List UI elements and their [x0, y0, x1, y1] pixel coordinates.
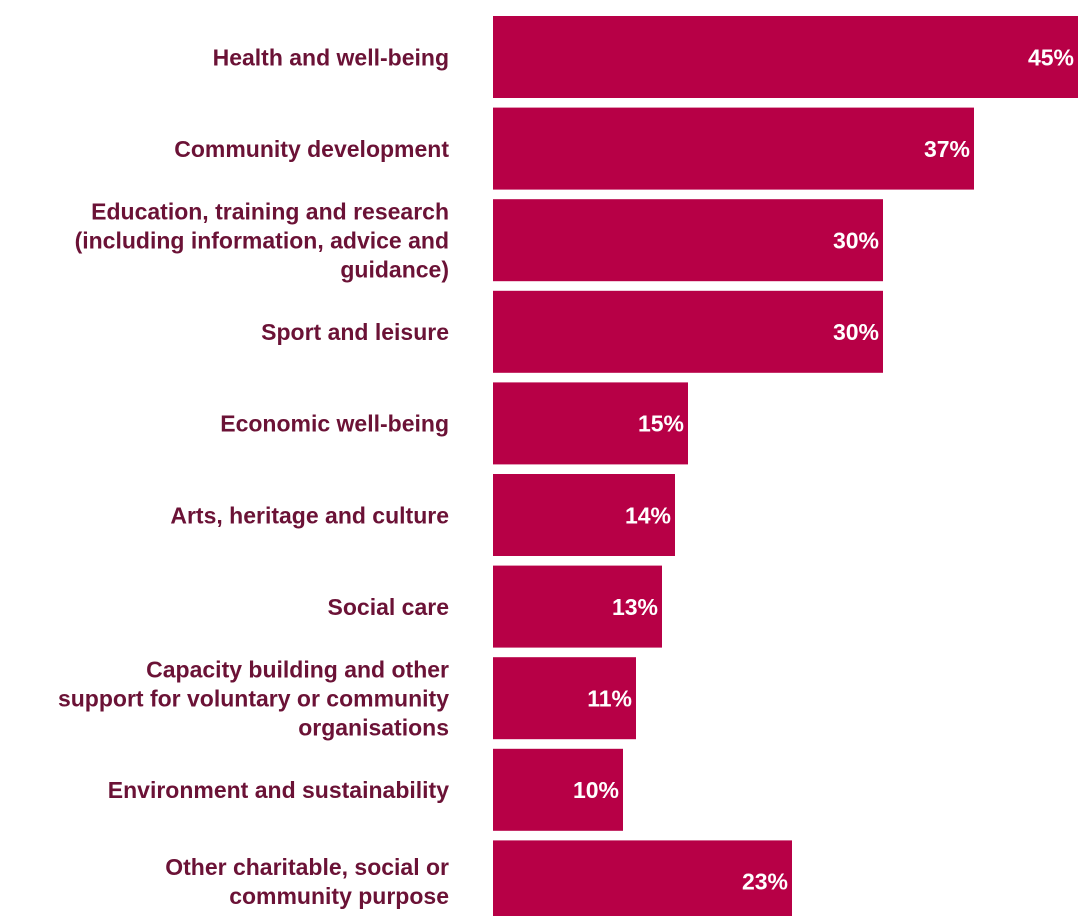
category-label: Social care: [328, 594, 449, 620]
category-label: Economic well-being: [220, 411, 449, 437]
category-label-line: Social care: [328, 594, 449, 620]
category-label-line: Other charitable, social or: [165, 854, 449, 880]
category-label-line: Capacity building and other: [146, 657, 449, 683]
bar-value-label: 45%: [1028, 44, 1074, 70]
category-label-line: support for voluntary or community: [58, 686, 449, 712]
bar: [493, 382, 688, 465]
category-label-line: Sport and leisure: [261, 319, 449, 345]
category-label: Sport and leisure: [261, 319, 449, 345]
bar: [493, 748, 623, 831]
category-label-line: organisations: [298, 715, 449, 741]
category-label: Health and well-being: [213, 44, 449, 70]
bar-value-label: 30%: [833, 319, 879, 345]
category-label: Environment and sustainability: [108, 777, 449, 803]
category-label-line: (including information, advice and: [75, 228, 449, 254]
category-label: Other charitable, social or community pur…: [165, 854, 449, 909]
category-label-line: Environment and sustainability: [108, 777, 449, 803]
category-label-line: Arts, heritage and culture: [170, 502, 449, 528]
bar-value-label: 11%: [587, 686, 632, 712]
bar-value-label: 13%: [612, 594, 658, 620]
value-labels-group: 45% 37% 30% 30% 15% 14% 13% 11% 10% 23%: [573, 44, 1074, 894]
bar-value-label: 37%: [924, 136, 970, 162]
bars-group: [493, 16, 1078, 916]
bar: [493, 290, 883, 373]
bar: [493, 565, 662, 648]
category-label-line: Health and well-being: [213, 44, 449, 70]
category-labels-group: Health and well-being Community developme…: [58, 44, 449, 909]
category-label-line: Community development: [174, 136, 449, 162]
bar: [493, 657, 636, 740]
category-label-line: Economic well-being: [220, 411, 449, 437]
bar: [493, 474, 675, 556]
category-label-line: community purpose: [229, 883, 449, 909]
category-label-line: guidance): [340, 257, 449, 283]
bar-value-label: 23%: [742, 869, 788, 895]
bar-value-label: 10%: [573, 777, 619, 803]
category-label: Education, training and research (includi…: [75, 199, 449, 283]
bar-value-label: 15%: [638, 411, 684, 437]
bar-value-label: 14%: [625, 502, 671, 528]
category-label-line: Education, training and research: [91, 199, 449, 225]
category-label: Capacity building and other support for v…: [58, 657, 449, 741]
category-label: Arts, heritage and culture: [170, 502, 449, 528]
bar: [493, 16, 1078, 98]
bar: [493, 199, 883, 282]
bar: [493, 840, 792, 916]
bar-value-label: 30%: [833, 228, 879, 254]
bar: [493, 107, 974, 190]
category-label: Community development: [174, 136, 449, 162]
